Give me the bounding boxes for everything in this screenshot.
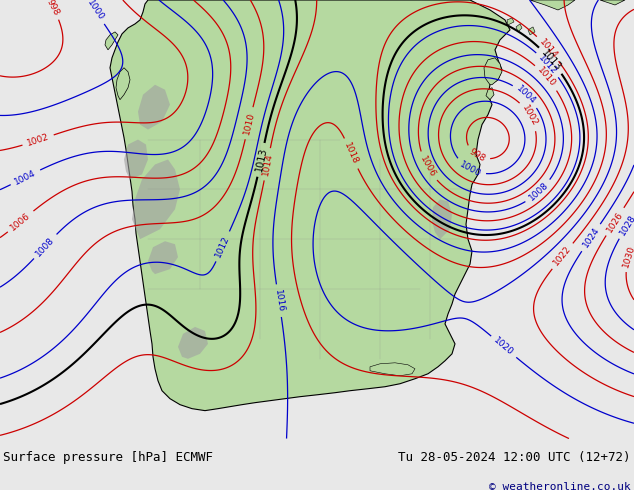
Text: 1013: 1013 [539,48,563,73]
Text: 1018: 1018 [342,141,360,166]
Text: 1020: 1020 [492,336,515,358]
Polygon shape [148,241,178,274]
Polygon shape [124,140,148,179]
Text: 1014: 1014 [261,152,274,176]
Text: 1000: 1000 [85,0,105,23]
Text: 1000: 1000 [458,160,482,178]
Polygon shape [528,27,535,35]
Polygon shape [178,327,208,359]
Text: 1010: 1010 [242,111,256,135]
Text: 998: 998 [45,0,61,17]
Polygon shape [110,0,510,411]
Polygon shape [486,88,494,99]
Polygon shape [600,0,625,5]
Text: 1012: 1012 [214,234,231,259]
Polygon shape [530,0,575,10]
Text: 1013: 1013 [254,147,268,173]
Text: 1014: 1014 [537,37,559,60]
Text: © weatheronline.co.uk: © weatheronline.co.uk [489,482,631,490]
Text: 998: 998 [467,147,487,164]
Text: 1024: 1024 [581,226,601,249]
Text: 1002: 1002 [26,132,51,148]
Polygon shape [116,68,130,99]
Polygon shape [516,24,522,32]
Polygon shape [105,32,118,50]
Text: 1006: 1006 [418,154,437,179]
Text: 1028: 1028 [618,213,634,237]
Text: 1006: 1006 [9,211,32,232]
Polygon shape [370,363,415,376]
Polygon shape [138,85,170,129]
Polygon shape [132,159,180,239]
Polygon shape [484,58,502,85]
Text: 1004: 1004 [13,168,37,186]
Text: 1010: 1010 [536,66,557,89]
Polygon shape [507,18,514,25]
Text: 1008: 1008 [34,235,56,258]
Text: Surface pressure [hPa] ECMWF: Surface pressure [hPa] ECMWF [3,451,213,465]
Text: 1012: 1012 [537,53,559,76]
Text: 1022: 1022 [552,245,573,268]
Polygon shape [432,199,452,239]
Text: 1002: 1002 [521,104,540,128]
Text: Tu 28-05-2024 12:00 UTC (12+72): Tu 28-05-2024 12:00 UTC (12+72) [398,451,631,465]
Text: 1016: 1016 [273,289,285,313]
Text: 1008: 1008 [527,181,550,203]
Text: 1030: 1030 [621,244,634,268]
Text: 1026: 1026 [605,210,625,234]
Text: 1004: 1004 [515,84,538,106]
